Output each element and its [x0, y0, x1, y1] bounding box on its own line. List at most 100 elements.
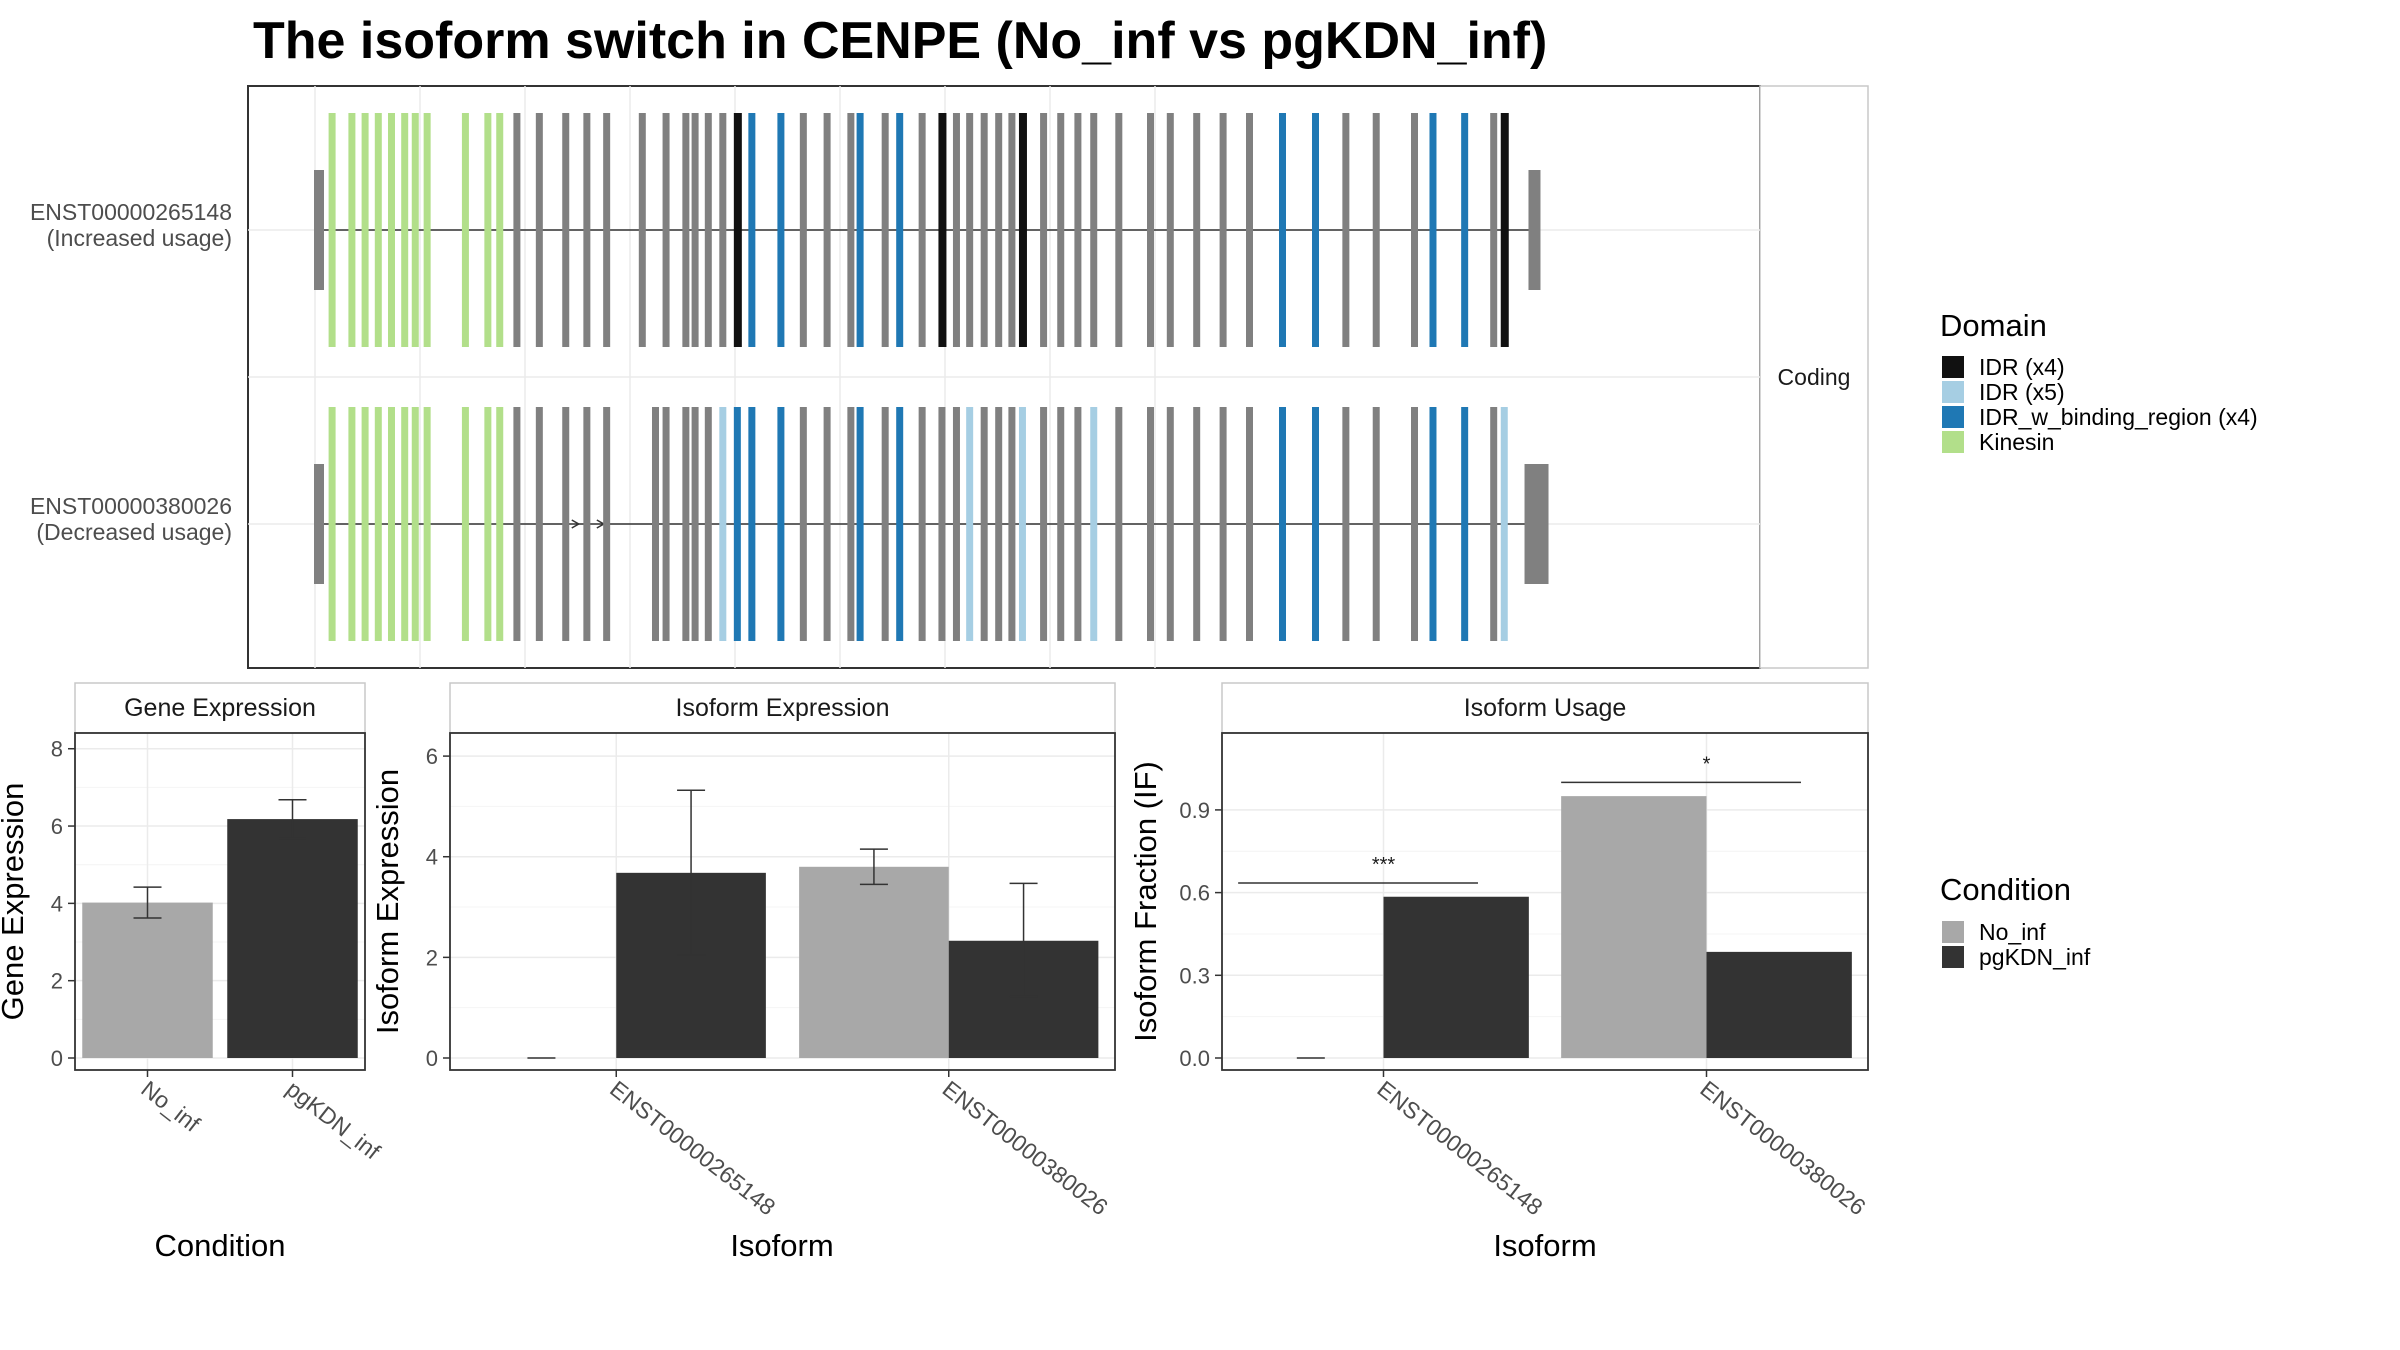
legend-label: No_inf: [1979, 919, 2046, 945]
exon: [733, 407, 741, 641]
exon: [328, 113, 336, 347]
exon: [1279, 407, 1286, 641]
legend-title: Condition: [1940, 872, 2071, 907]
y-tick-label: 8: [51, 737, 63, 762]
y-tick-label: 6: [51, 814, 63, 839]
exon: [1490, 407, 1498, 641]
exon: [1040, 113, 1048, 347]
exon: [535, 407, 543, 641]
exon: [1008, 407, 1016, 641]
exon: [719, 113, 727, 347]
exon: [388, 407, 395, 641]
exon: [662, 113, 670, 347]
exon: [966, 407, 974, 641]
bar: [1706, 951, 1852, 1058]
figure-title: The isoform switch in CENPE (No_inf vs p…: [253, 12, 1547, 70]
exon: [583, 113, 591, 347]
exon: [1147, 407, 1154, 641]
exon: [1074, 113, 1082, 347]
exon: [1411, 113, 1418, 347]
exon: [1500, 113, 1509, 347]
structure-strip: [1759, 85, 1869, 669]
exon: [1279, 113, 1286, 347]
exon: [847, 407, 855, 641]
exon: [374, 113, 382, 347]
panel-border: [449, 732, 1116, 1071]
x-tick-label: ENST00000265148: [1372, 1075, 1547, 1220]
legend-swatch: [1942, 381, 1964, 403]
legend-title: Domain: [1940, 308, 2047, 343]
exon: [748, 113, 756, 347]
x-axis-label: Condition: [155, 1228, 286, 1263]
exon: [1500, 407, 1508, 641]
y-tick-label: 0: [51, 1046, 63, 1071]
exon: [918, 407, 926, 641]
exon: [361, 113, 369, 347]
bar: [799, 866, 949, 1058]
exon: [1411, 407, 1418, 641]
exon: [691, 113, 699, 347]
x-tick-label: ENST00000380026: [1695, 1075, 1870, 1220]
legend-label: IDR (x4): [1979, 354, 2065, 380]
exon: [1219, 407, 1227, 641]
exon: [995, 113, 1003, 347]
exon: [484, 407, 492, 641]
panel-title: Isoform Expression: [676, 694, 890, 722]
exon: [348, 113, 356, 347]
x-axis-label: Isoform: [730, 1228, 833, 1263]
isoform-expression-panel: Isoform Expression 0 2 4 6 ENST00000265148 ENS…: [370, 682, 1116, 1263]
exon: [682, 113, 690, 347]
exon: [1090, 113, 1098, 347]
exon: [423, 113, 431, 347]
exon: [652, 407, 659, 641]
exon: [513, 407, 521, 641]
panel-border: [1221, 732, 1869, 1071]
exon: [461, 407, 469, 641]
exon: [777, 407, 785, 641]
exon: [856, 407, 864, 641]
exon: [423, 407, 431, 641]
y-tick-label: 0.6: [1179, 881, 1210, 906]
exon: [1040, 407, 1048, 641]
panel-title: Isoform Usage: [1464, 694, 1627, 722]
x-tick-label: ENST00000265148: [605, 1075, 780, 1220]
exon: [799, 113, 807, 347]
exon: [980, 407, 988, 641]
exon: [411, 407, 419, 641]
x-tick-label: No_inf: [136, 1075, 205, 1137]
exon: [847, 113, 855, 347]
y-tick-label: 4: [51, 891, 63, 916]
exon: [1147, 113, 1154, 347]
isoform-usage-panel: Isoform Usage0.00.30.60.9****ENST0000026…: [1128, 682, 1871, 1263]
y-tick-label: 0: [426, 1046, 438, 1071]
transcript-usage-label: (Decreased usage): [36, 519, 232, 545]
exon: [401, 113, 409, 347]
panel-title: Gene Expression: [124, 694, 316, 722]
exon: [535, 113, 543, 347]
exon: [682, 407, 690, 641]
panel-border: [74, 732, 366, 1071]
exon: [1008, 113, 1016, 347]
y-axis-label: Gene Expression: [0, 783, 30, 1021]
y-tick-label: 0.3: [1179, 963, 1210, 988]
x-tick-label: pgKDN_inf: [281, 1075, 385, 1164]
exon: [1193, 113, 1201, 347]
exon: [1115, 113, 1123, 347]
exon: [1490, 113, 1498, 347]
utr-3prime: [1524, 464, 1549, 584]
y-tick-label: 2: [51, 969, 63, 994]
exon: [938, 113, 947, 347]
exon: [1461, 407, 1469, 641]
legend-label: Kinesin: [1979, 429, 2054, 455]
exon: [748, 407, 756, 641]
exon: [496, 113, 504, 347]
legend-swatch: [1942, 431, 1964, 453]
exon: [733, 113, 742, 347]
exon: [896, 113, 904, 347]
transcript-id-label: ENST00000265148: [30, 199, 232, 225]
exon: [1342, 407, 1350, 641]
exon: [513, 113, 521, 347]
legend-label: IDR (x5): [1979, 379, 2065, 405]
